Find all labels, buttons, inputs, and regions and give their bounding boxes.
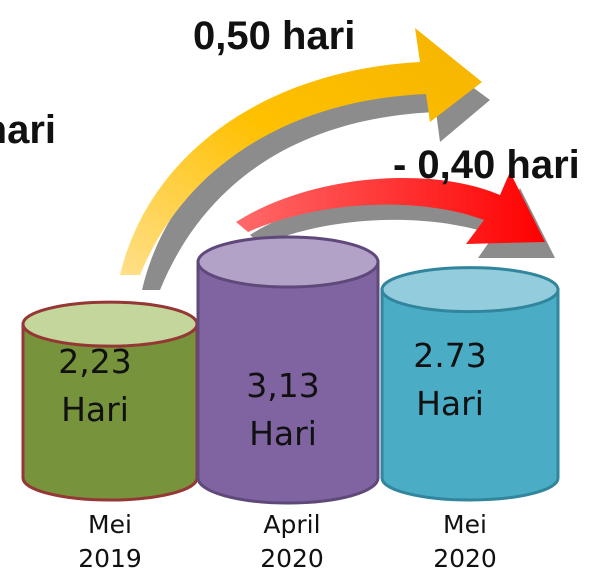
arrow-shadow	[142, 52, 490, 290]
cylinder	[21, 322, 199, 502]
annotation: 0,50 hari	[193, 14, 356, 58]
value-label: 2.73 Hari	[413, 336, 487, 423]
arrow-red	[236, 172, 545, 244]
arrow-yellow	[120, 28, 482, 275]
cylinder-top	[196, 235, 380, 289]
category-label: Mei 2019	[78, 510, 142, 573]
value-label: 2,23 Hari	[58, 342, 132, 429]
value-label: 3,13 Hari	[246, 366, 320, 453]
category-label: Mei 2020	[433, 510, 497, 573]
category-label: April 2020	[260, 510, 324, 573]
annotation: - 0,40 hari	[393, 143, 580, 187]
cylinder	[380, 288, 560, 502]
cylinder	[196, 260, 380, 505]
annotation: hari	[0, 108, 56, 152]
cylinder-top	[380, 266, 560, 314]
